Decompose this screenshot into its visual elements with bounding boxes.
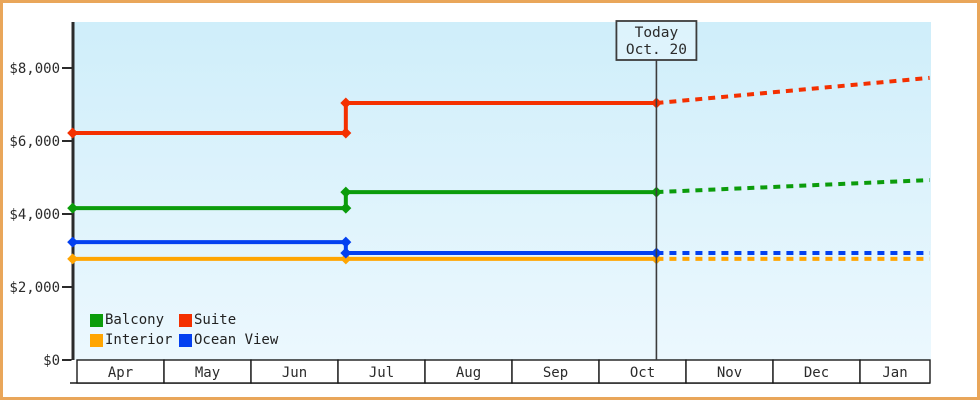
- data-point-marker: [340, 202, 352, 214]
- x-axis-label: Oct: [630, 365, 655, 381]
- today-box: Today Oct. 20: [615, 20, 698, 61]
- x-axis-label: Jul: [369, 365, 394, 381]
- projected-line-balcony: [656, 178, 930, 195]
- x-axis-label: Apr: [108, 365, 133, 381]
- x-axis-month-band: Apr May Jun Jul Aug Sep Oct Nov Dec Jan: [70, 359, 931, 384]
- x-axis-label: May: [195, 365, 220, 381]
- legend-item-interior: Interior: [90, 330, 179, 350]
- legend-label: Suite: [194, 312, 237, 328]
- data-point-marker: [67, 253, 79, 265]
- y-axis: $0 $2,000 $4,000 $6,000 $8,000: [9, 61, 72, 369]
- legend: Balcony Suite Interior Ocean View: [90, 310, 278, 350]
- y-axis-label: $0: [43, 353, 60, 369]
- legend-item-suite: Suite: [179, 310, 278, 330]
- legend-swatch-icon: [90, 333, 103, 347]
- x-axis-label: Sep: [543, 365, 568, 381]
- data-point-marker: [67, 127, 79, 139]
- legend-swatch-icon: [179, 333, 192, 347]
- series-lines: [67, 75, 930, 265]
- month-cell: [859, 359, 931, 384]
- data-point-marker: [340, 253, 352, 265]
- x-axis-label: Dec: [804, 365, 829, 381]
- series-line-balcony: [72, 190, 657, 211]
- projected-line-suite: [656, 75, 930, 106]
- x-axis-label: Nov: [717, 365, 742, 381]
- legend-item-ocean-view: Ocean View: [179, 330, 278, 350]
- x-axis-label: Aug: [456, 365, 481, 381]
- data-point-marker: [67, 202, 79, 214]
- y-axis-label: $4,000: [9, 207, 60, 223]
- data-point-marker: [340, 186, 352, 198]
- data-point-marker: [340, 97, 352, 109]
- legend-label: Ocean View: [194, 332, 279, 348]
- data-point-marker: [340, 247, 352, 259]
- x-axis-label: Jan: [882, 365, 907, 381]
- legend-label: Interior: [105, 332, 173, 348]
- y-axis-label: $6,000: [9, 134, 60, 150]
- today-marker: Today Oct. 20: [615, 20, 698, 360]
- series-line-suite: [72, 101, 657, 135]
- today-label-line2: Oct. 20: [626, 42, 687, 58]
- data-point-marker: [340, 127, 352, 139]
- data-point-marker: [340, 236, 352, 248]
- legend-label: Balcony: [105, 312, 165, 328]
- y-axis-label: $8,000: [9, 61, 60, 77]
- data-point-marker: [67, 236, 79, 248]
- legend-swatch-icon: [179, 313, 192, 327]
- legend-swatch-icon: [90, 313, 103, 327]
- legend-item-balcony: Balcony: [90, 310, 179, 330]
- today-box-outline: [615, 20, 698, 61]
- today-label-line1: Today: [635, 25, 679, 41]
- y-axis-label: $2,000: [9, 280, 60, 296]
- x-axis-label: Jun: [282, 365, 307, 381]
